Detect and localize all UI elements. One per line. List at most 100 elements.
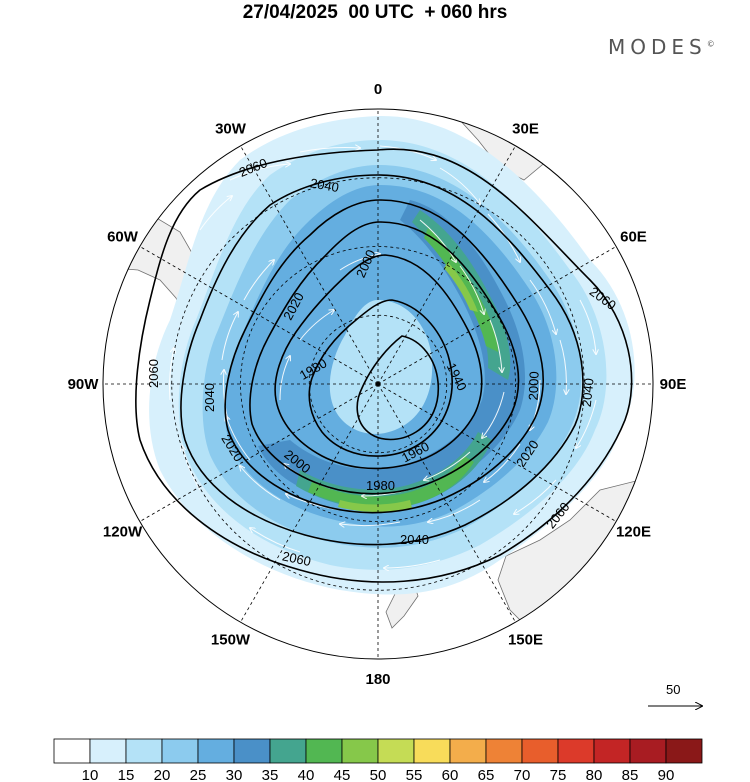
colorbar-swatch: [377, 738, 415, 764]
land-madagascar: [585, 149, 617, 197]
brand-text: MODES: [608, 35, 707, 59]
wind-reference: 50: [648, 682, 702, 706]
colorbar-swatch: [557, 738, 595, 764]
wind-arrow: [489, 319, 502, 372]
meridian-label: 90W: [68, 376, 100, 393]
colorbar-tick-label: 25: [190, 767, 207, 782]
colorbar-swatch: [89, 738, 127, 764]
colorbar-tick-label: 65: [478, 767, 495, 782]
contour-label: 2000: [526, 371, 542, 400]
meridian-label: 150W: [211, 631, 251, 648]
colorbar-tick-label: 85: [622, 767, 639, 782]
colorbar-swatch: [485, 738, 523, 764]
brand-mark: ©: [706, 39, 715, 49]
colorbar-tick-label: 80: [586, 767, 603, 782]
map-disc: [103, 109, 653, 659]
wind-arrow: [576, 399, 597, 448]
wind-arrow: [299, 148, 360, 153]
contour-1980: [274, 254, 483, 470]
contour-label: 2040: [579, 377, 597, 407]
wind-arrow: [579, 299, 596, 354]
contour-2000: [249, 221, 520, 495]
wind-arrow: [250, 528, 301, 553]
wind-arrow: [424, 451, 471, 480]
colorbar-tick-label: 75: [550, 767, 567, 782]
contour-label: 2040: [202, 383, 217, 412]
shade-50: [338, 262, 478, 513]
contour-2020: [224, 199, 544, 514]
meridian-label: 120W: [103, 524, 143, 541]
meridian-line: [377, 145, 516, 385]
wind-arrow: [339, 254, 380, 271]
wind-arrow: [340, 522, 401, 526]
brand-logo: MODES©: [608, 35, 715, 59]
wind-arrow: [243, 260, 274, 301]
wind-arrow: [299, 310, 334, 341]
colorbar-swatch: [161, 738, 199, 764]
contour-1960: [308, 299, 453, 457]
colorbar-tick-label: 45: [334, 767, 351, 782]
wind-arrow: [459, 265, 484, 314]
colorbar-swatch: [53, 738, 91, 764]
meridian-line: [377, 383, 516, 623]
wind-streamlines: [169, 146, 597, 568]
contour-2060: [135, 148, 633, 583]
meridian-line: [240, 145, 379, 385]
wind-arrow: [199, 196, 232, 231]
wind-arrow: [182, 446, 201, 491]
colorbar-tick-label: 15: [118, 767, 135, 782]
meridian-label: 30E: [512, 121, 539, 138]
colorbar-swatch: [269, 738, 307, 764]
wind-arrow: [514, 479, 557, 514]
contour-label: 2040: [400, 532, 429, 547]
colorbar-tick-label: 50: [370, 767, 387, 782]
meridian-line: [240, 383, 379, 623]
meridian-label: 60W: [107, 229, 139, 246]
colorbar-swatch: [125, 738, 163, 764]
colorbar-swatch: [341, 738, 379, 764]
colorbar-tick-label: 60: [442, 767, 459, 782]
colorbar-tick-label: 55: [406, 767, 423, 782]
map-boundary: [102, 108, 654, 660]
shade-40: [296, 210, 511, 509]
meridian-labels: 0 30E 60E 90E 120E 150E 180 150W 120W 90W 60W 30W: [68, 81, 687, 688]
colorbar-tick-label: 70: [514, 767, 531, 782]
colorbar-swatch: [233, 738, 271, 764]
contour-label: 1980: [366, 478, 395, 493]
contour-1940: [356, 335, 440, 441]
colorbar-swatch: [305, 738, 343, 764]
colorbar-swatch: [665, 738, 703, 764]
meridian-label: 120E: [616, 524, 651, 541]
wind-arrow: [279, 356, 290, 401]
colorbar-tick-label: 35: [262, 767, 279, 782]
wind-arrow: [529, 279, 556, 334]
colorbar-swatch: [521, 738, 559, 764]
colorbar-swatch: [413, 738, 451, 764]
meridian-label: 90E: [660, 376, 687, 393]
wind-arrow: [428, 499, 481, 522]
wind-arrow: [221, 312, 238, 361]
contour-label: 2040: [309, 175, 340, 195]
wind-arrow: [559, 339, 566, 394]
colorbar-tick-label: 40: [298, 767, 315, 782]
meridian-line: [139, 246, 379, 385]
meridian-label: 60E: [620, 229, 647, 246]
wind-speed-shading: [149, 115, 635, 595]
wind-arrow: [226, 416, 251, 461]
wind-arrow: [419, 219, 456, 262]
meridian-line: [139, 383, 379, 522]
meridian-label: 150E: [508, 631, 543, 648]
contour-label: 2060: [146, 359, 161, 388]
wind-reference-label: 50: [666, 682, 680, 697]
map-title: 27/04/2025 00 UTC + 060 hrs: [242, 2, 508, 23]
geopotential-contours: [135, 148, 633, 583]
wind-arrow: [484, 443, 521, 482]
wind-arrow: [439, 167, 480, 204]
meridian-label: 0: [374, 81, 382, 98]
colorbar-tick-label: 10: [82, 767, 99, 782]
contour-2040: [180, 174, 584, 546]
wind-arrow: [169, 348, 175, 401]
colorbar-tick-label: 30: [226, 767, 243, 782]
colorbar-tick-label: 90: [658, 767, 675, 782]
colorbar: 10 15 20 25 30 35 40 45 50 55 60 65 70 75 80 85 90: [53, 738, 703, 782]
